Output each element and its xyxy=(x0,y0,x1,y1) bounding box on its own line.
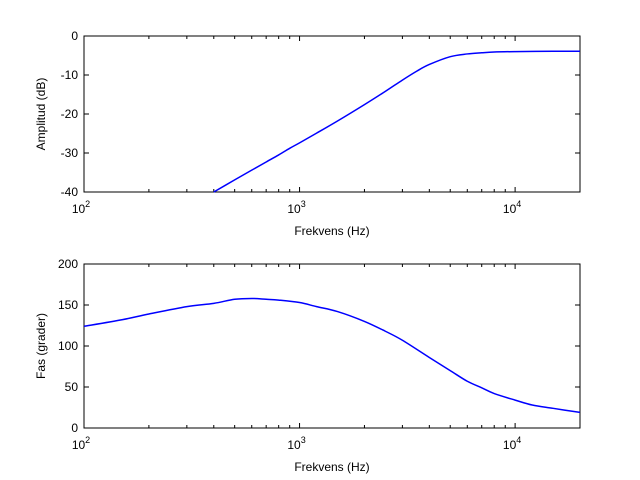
phase-axes-box xyxy=(83,263,581,429)
y-tick-label: -10 xyxy=(61,68,79,82)
phase-series-line xyxy=(83,297,581,414)
y-tick-label: -40 xyxy=(61,185,79,199)
phase-xlabel: Frekvens (Hz) xyxy=(294,460,369,474)
phase-plot: 102 103 104 0 50 100 150 200 Frekvens (Hz) Fas … xyxy=(34,257,581,474)
y-tick-label: 150 xyxy=(58,298,78,312)
y-tick-label: 0 xyxy=(71,29,78,43)
y-tick-label: 0 xyxy=(71,421,78,435)
y-tick-label: -20 xyxy=(61,107,79,121)
amplitude-ylabel: Amplitud (dB) xyxy=(34,78,48,151)
x-tick-label: 102 xyxy=(72,199,90,216)
amplitude-plot: 102 103 104 -40 -30 -20 -10 0 Frekvens (Hz) Amp… xyxy=(34,29,581,238)
amplitude-axes-box xyxy=(83,35,581,193)
x-tick-label: 102 xyxy=(72,435,90,452)
amplitude-series-line xyxy=(213,50,581,193)
y-tick-label: -30 xyxy=(61,146,79,160)
x-tick-label: 104 xyxy=(503,435,521,452)
x-tick-label: 104 xyxy=(503,199,521,216)
phase-ylabel: Fas (grader) xyxy=(34,313,48,379)
x-tick-label: 103 xyxy=(287,435,305,452)
x-tick-label: 103 xyxy=(287,199,305,216)
y-tick-label: 50 xyxy=(65,380,79,394)
y-tick-label: 200 xyxy=(58,257,78,271)
amplitude-xlabel: Frekvens (Hz) xyxy=(294,224,369,238)
y-tick-label: 100 xyxy=(58,339,78,353)
